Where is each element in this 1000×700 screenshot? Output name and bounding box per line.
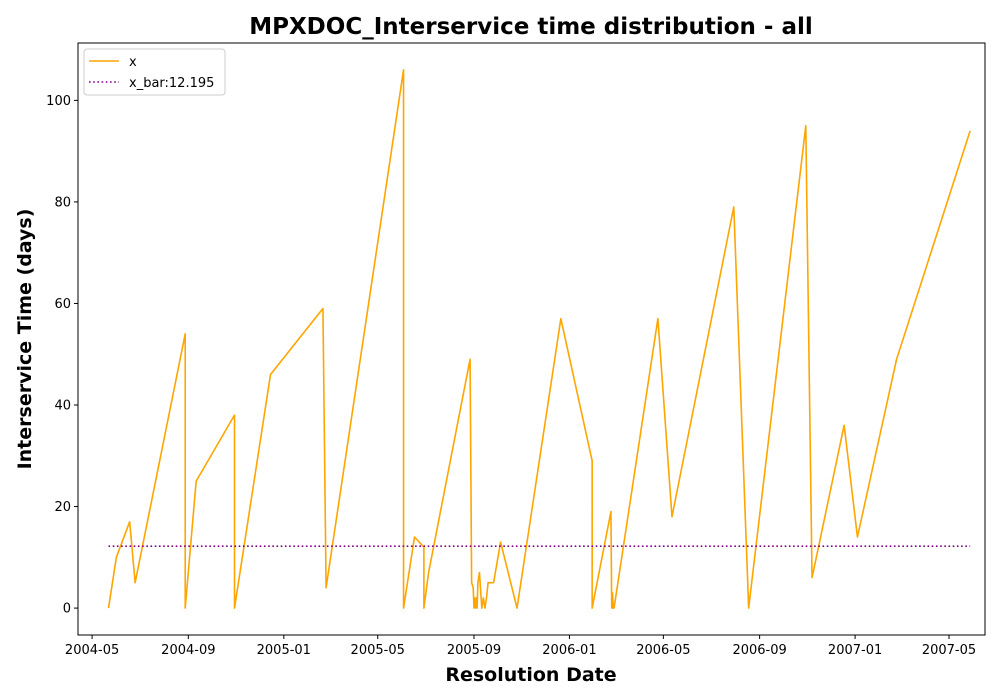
- x-tick-label: 2006-05: [636, 643, 690, 658]
- legend-label-x-bar: x_bar:12.195: [129, 76, 214, 91]
- x-tick-label: 2006-09: [732, 643, 786, 658]
- plot-area: [77, 42, 986, 636]
- x-tick-label: 2007-01: [828, 643, 882, 658]
- y-axis-label: Interservice Time (days): [14, 209, 36, 470]
- series-layer: [107, 69, 971, 609]
- x-tick-label: 2004-05: [65, 643, 119, 658]
- x-tick-label: 2005-05: [351, 643, 405, 658]
- y-tick-label: 40: [54, 399, 71, 414]
- x-axis-label: Resolution Date: [445, 664, 616, 686]
- x-tick-label: 2007-05: [922, 643, 976, 658]
- y-tick-label: 20: [54, 500, 71, 515]
- y-axis: 0 20 40 60 80 100: [46, 94, 78, 617]
- y-tick-label: 80: [54, 195, 71, 210]
- legend: x x_bar:12.195: [83, 48, 226, 96]
- y-tick-label: 100: [46, 94, 71, 109]
- x-axis: 2004-05 2004-09 2005-01 2005-05 2005-09 2006-…: [65, 635, 976, 658]
- x-tick-label: 2005-09: [447, 643, 501, 658]
- y-tick-label: 0: [63, 602, 71, 617]
- x-tick-label: 2005-01: [257, 643, 311, 658]
- chart-title: MPXDOC_Interservice time distribution - …: [249, 14, 813, 40]
- y-tick-label: 60: [54, 297, 71, 312]
- x-tick-label: 2004-09: [161, 643, 215, 658]
- legend-box: [83, 48, 226, 96]
- legend-label-x: x: [129, 55, 137, 70]
- x-tick-label: 2006-01: [542, 643, 596, 658]
- series-line-x: [107, 69, 971, 609]
